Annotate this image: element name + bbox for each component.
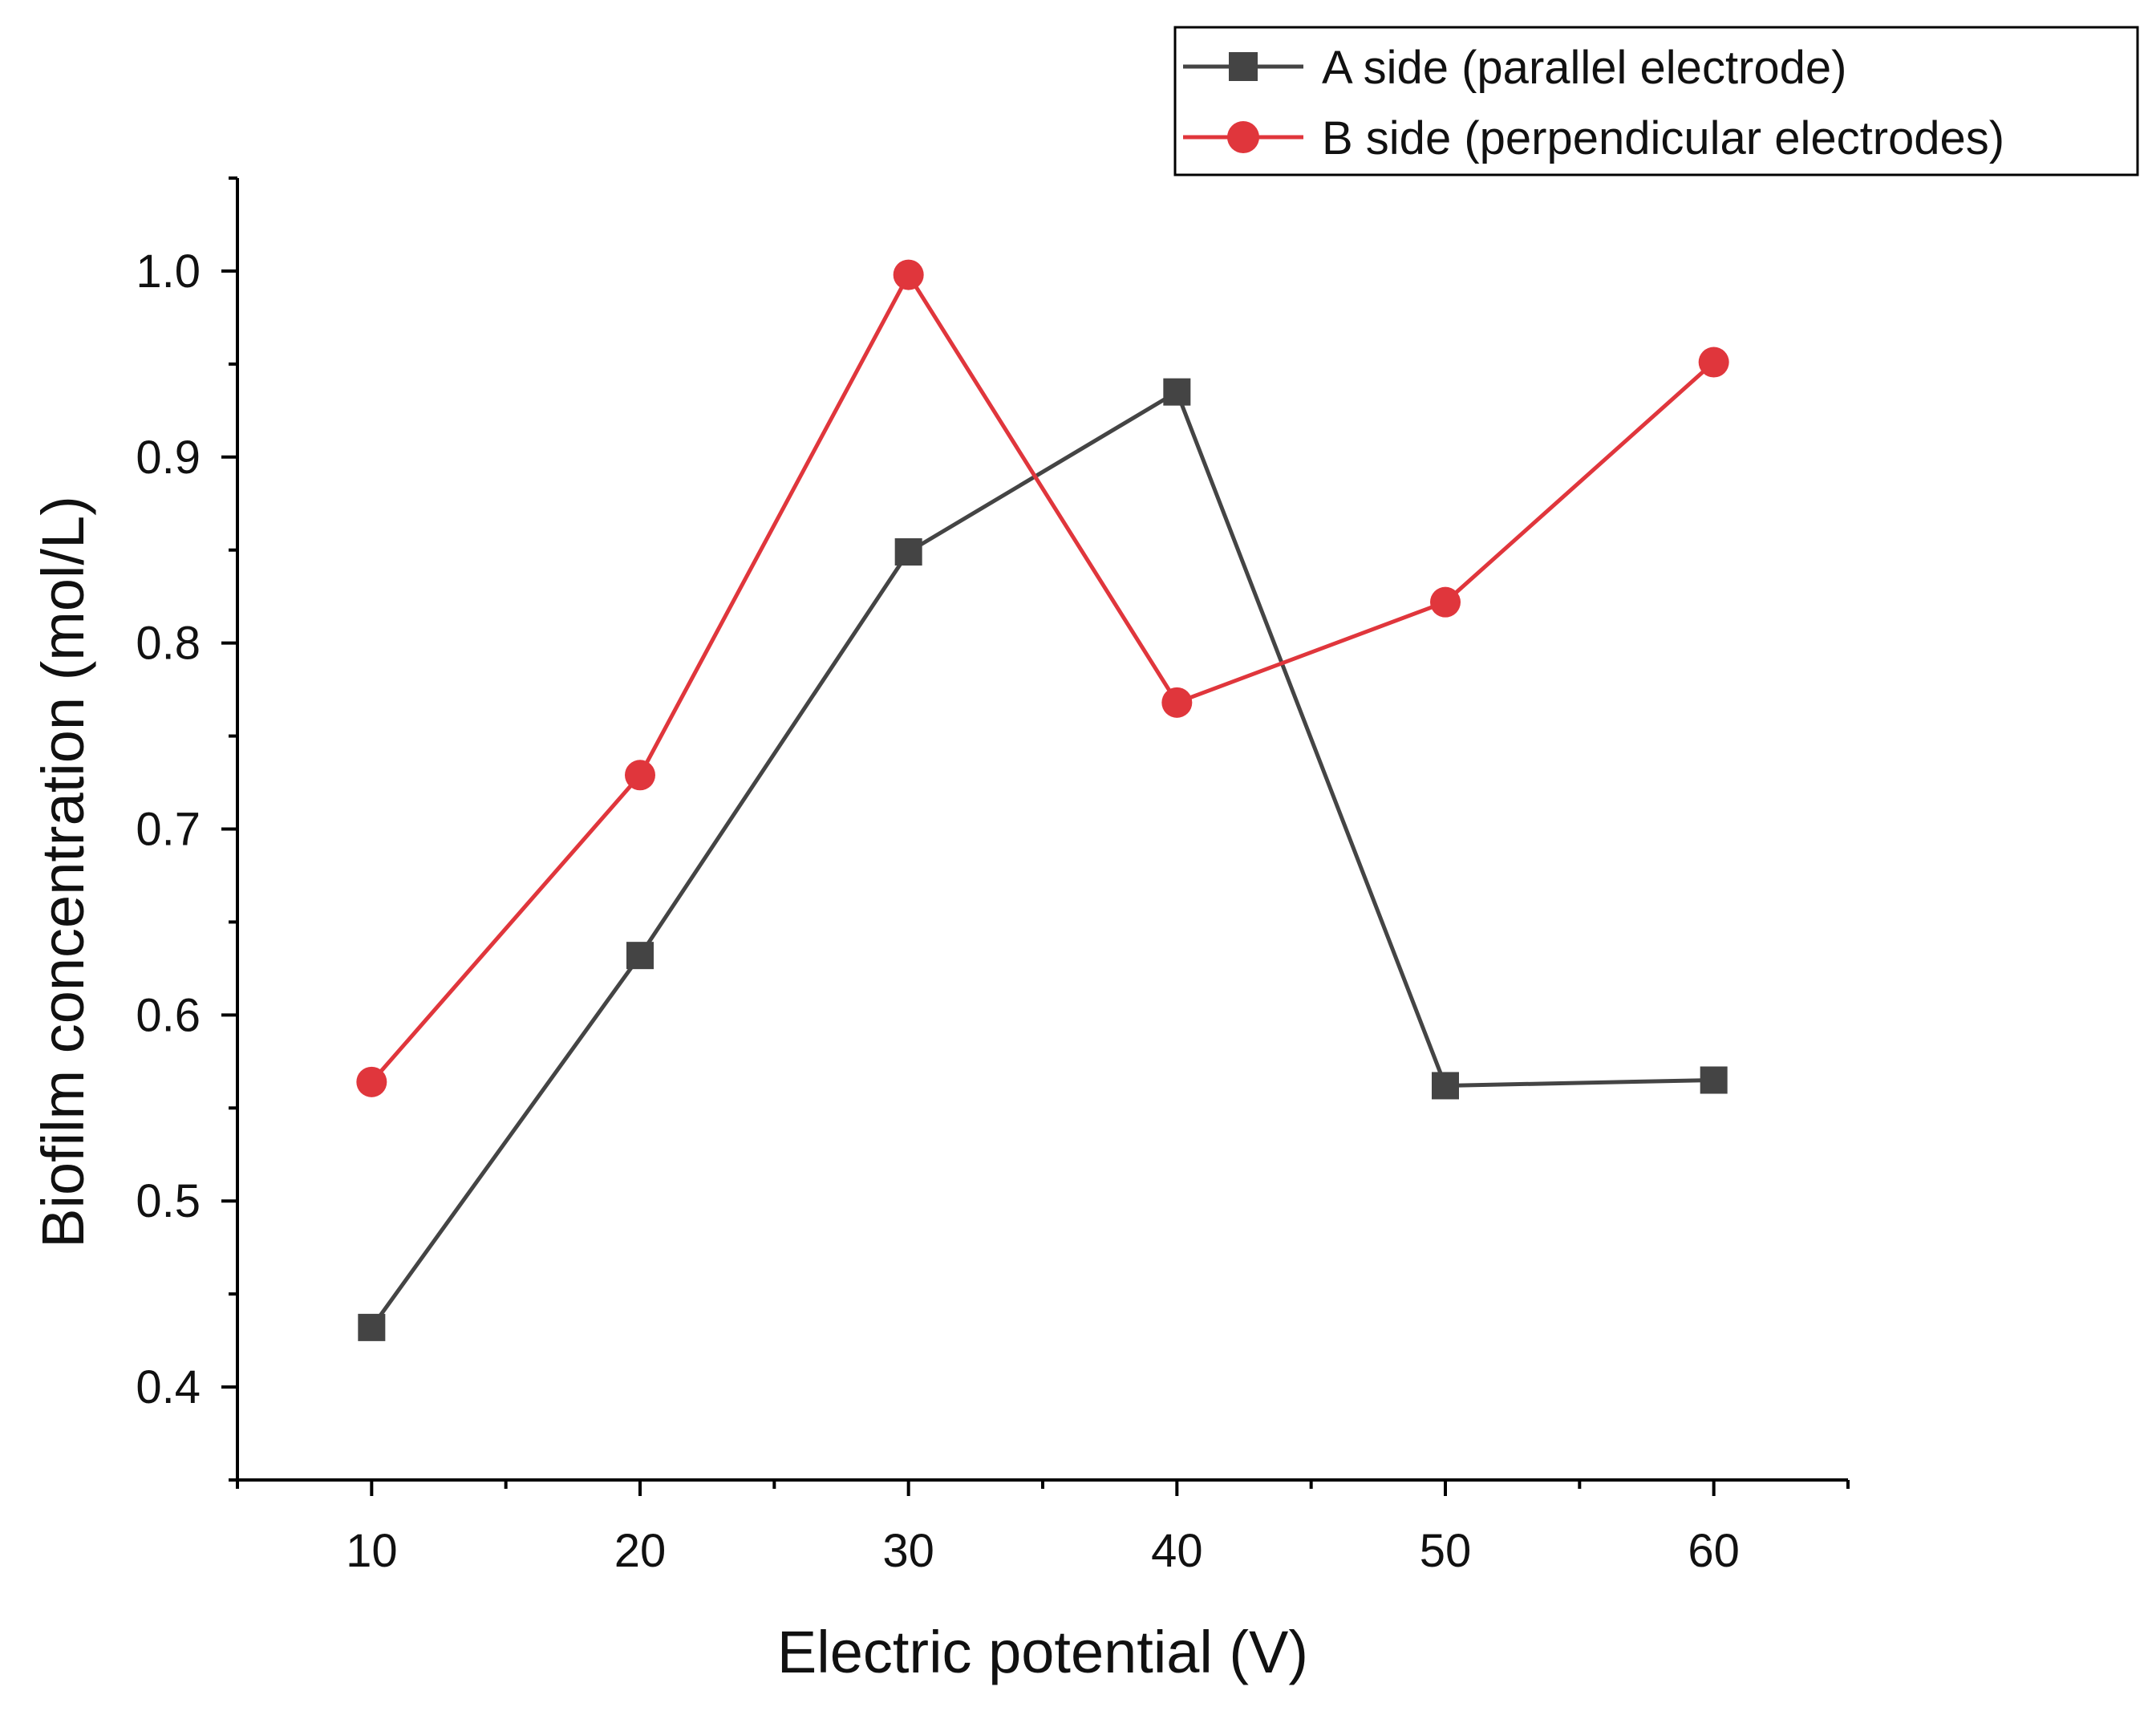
data-point [1163,379,1190,406]
y-tick-label: 0.5 [136,1175,201,1227]
legend-label: B side (perpendicular electrodes) [1322,112,2004,164]
data-point [626,942,654,969]
x-tick-label: 20 [614,1525,667,1577]
axes: 10 20 30 40 50 60 0.4 0.5 0.6 0.7 0.8 0.9 1.0 [136,178,1848,1577]
data-point [1432,1072,1459,1099]
data-point [356,1067,387,1097]
legend-label: A side (parallel electrode) [1322,42,1846,94]
y-tick-label: 0.4 [136,1361,201,1413]
y-tick-label: 0.9 [136,432,201,484]
data-point [625,760,655,790]
legend-marker [1227,121,1259,153]
series-layer [356,260,1728,1341]
data-point [1700,1067,1728,1094]
y-tick-label: 0.8 [136,618,201,670]
x-tick-label: 60 [1688,1525,1740,1577]
x-tick-label: 10 [346,1525,398,1577]
series-b-side [356,260,1728,1097]
legend-marker [1229,52,1258,81]
data-point [1699,347,1729,378]
series-line [371,392,1713,1328]
data-point [1430,587,1461,618]
legend: A side (parallel electrode) B side (perpe… [1175,27,2138,175]
data-point [895,538,922,566]
data-point [358,1314,385,1341]
data-point [1161,687,1192,718]
series-line [371,275,1713,1082]
data-point [894,260,924,290]
x-tick-label: 40 [1151,1525,1203,1577]
x-tick-label: 50 [1420,1525,1472,1577]
y-tick-label: 0.7 [136,804,201,856]
y-tick-label: 1.0 [136,245,201,298]
x-axis-title: Electric potential (V) [777,1619,1308,1685]
y-tick-label: 0.6 [136,989,201,1041]
line-chart: 10 20 30 40 50 60 0.4 0.5 0.6 0.7 0.8 0.9 1.0 Electr… [0,0,2156,1715]
x-tick-label: 30 [882,1525,934,1577]
y-axis-title: Biofilm concentration (mol/L) [30,496,96,1248]
